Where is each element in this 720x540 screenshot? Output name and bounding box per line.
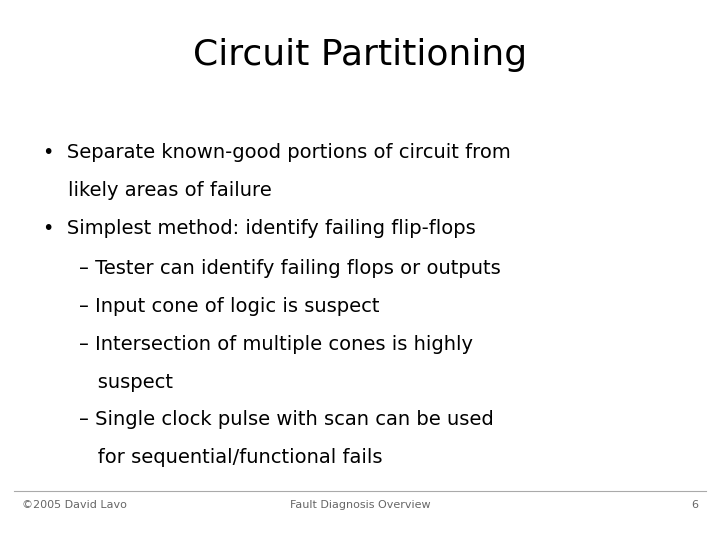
Text: Fault Diagnosis Overview: Fault Diagnosis Overview xyxy=(289,500,431,510)
Text: – Intersection of multiple cones is highly: – Intersection of multiple cones is high… xyxy=(79,335,473,354)
Text: •  Separate known-good portions of circuit from: • Separate known-good portions of circui… xyxy=(43,143,511,162)
Text: Circuit Partitioning: Circuit Partitioning xyxy=(193,38,527,72)
Text: ©2005 David Lavo: ©2005 David Lavo xyxy=(22,500,127,510)
Text: •  Simplest method: identify failing flip-flops: • Simplest method: identify failing flip… xyxy=(43,219,476,238)
Text: – Input cone of logic is suspect: – Input cone of logic is suspect xyxy=(79,297,379,316)
Text: for sequential/functional fails: for sequential/functional fails xyxy=(79,448,383,467)
Text: 6: 6 xyxy=(691,500,698,510)
Text: likely areas of failure: likely areas of failure xyxy=(43,181,272,200)
Text: suspect: suspect xyxy=(79,373,174,392)
Text: – Tester can identify failing flops or outputs: – Tester can identify failing flops or o… xyxy=(79,259,501,278)
Text: – Single clock pulse with scan can be used: – Single clock pulse with scan can be us… xyxy=(79,410,494,429)
